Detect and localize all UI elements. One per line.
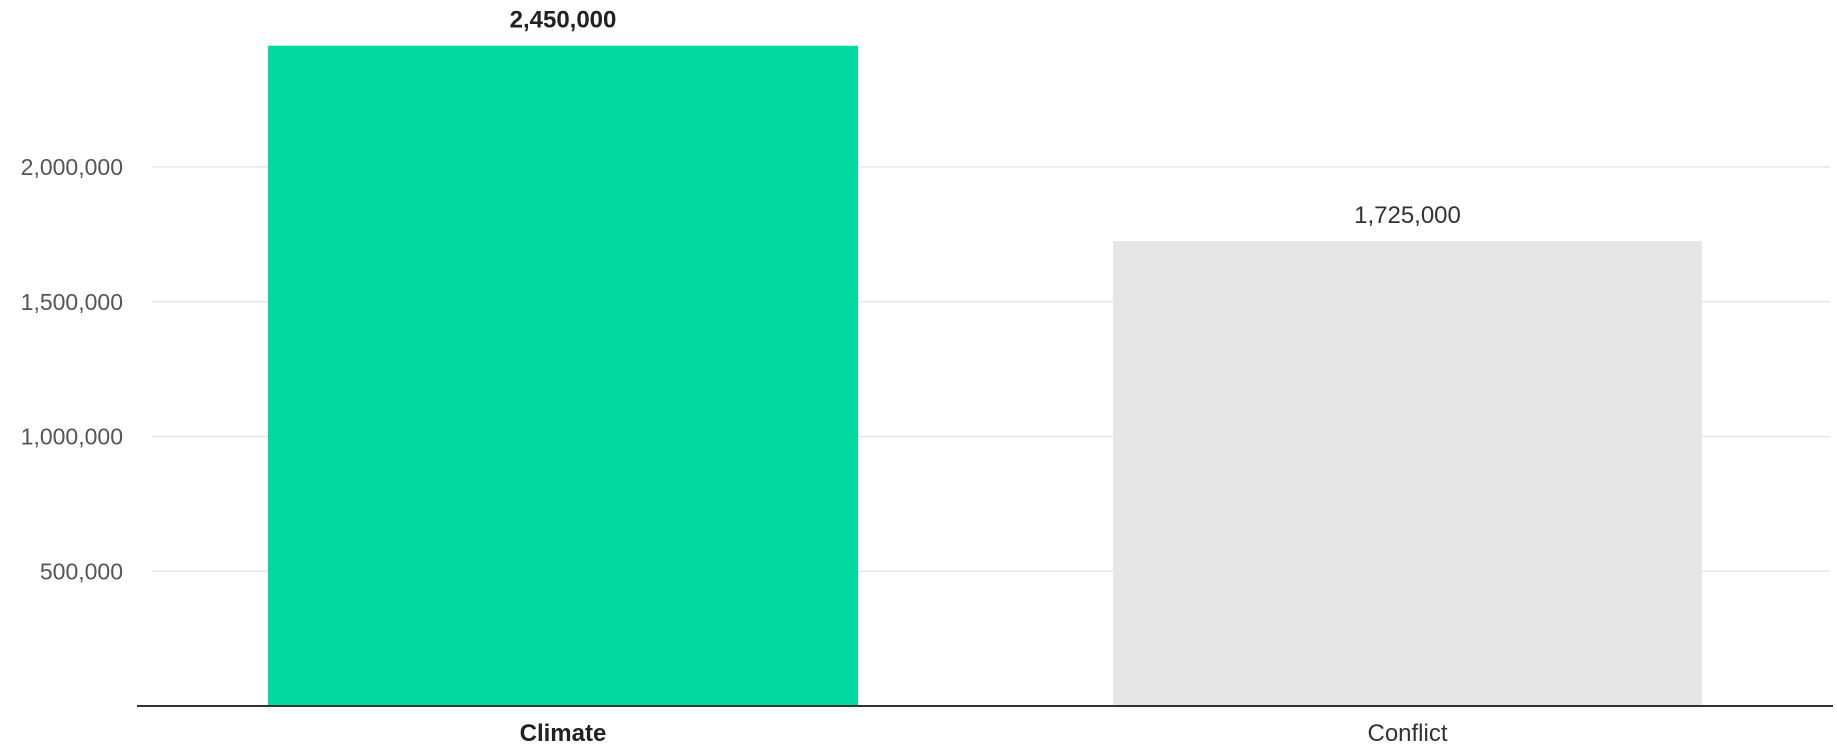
y-tick-label: 500,000	[40, 558, 123, 584]
value-labels: 2,450,000 1,725,000	[510, 7, 1461, 229]
y-tick-label: 1,500,000	[21, 289, 123, 315]
bars	[268, 45, 1702, 707]
y-tick-label: 2,000,000	[21, 154, 123, 180]
y-tick-label: 1,000,000	[21, 424, 123, 450]
bar-climate	[268, 45, 858, 707]
category-label-climate: Climate	[520, 720, 607, 746]
x-axis-category-labels: Climate Conflict	[520, 720, 1448, 746]
bar-conflict	[1113, 241, 1702, 707]
value-label-climate: 2,450,000	[510, 7, 617, 34]
value-label-conflict: 1,725,000	[1354, 202, 1461, 229]
y-axis-tick-labels: 500,000 1,000,000 1,500,000 2,000,000	[21, 154, 123, 584]
category-label-conflict: Conflict	[1367, 720, 1447, 746]
